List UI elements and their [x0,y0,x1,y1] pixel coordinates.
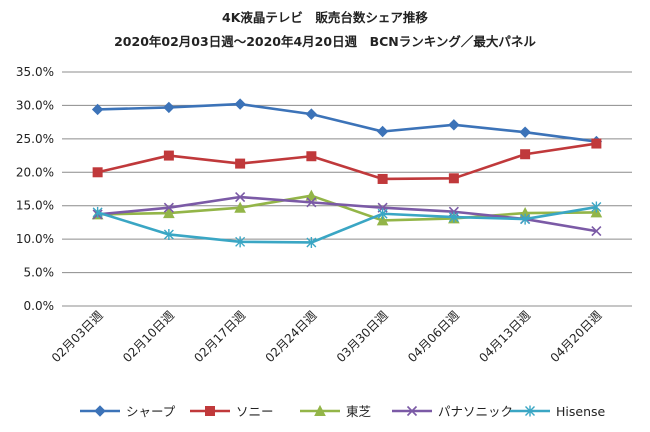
data-point [376,125,389,138]
y-tick-label: 0.0% [24,299,55,313]
data-point [377,173,388,184]
y-axis: 0.0% 5.0% 10.0% 15.0% 20.0% 25.0% 30.0% 35.0% [16,65,54,313]
data-point [92,206,103,218]
legend-label: シャープ [126,404,176,419]
x-tick-label: 04月20日週 [548,308,605,365]
x-tick-label: 02月10日週 [120,308,177,365]
x-tick-label: 02月24日週 [263,308,320,365]
data-point [235,191,246,203]
legend-label: Hisense [556,404,606,419]
y-tick-label: 30.0% [16,98,54,112]
data-point [234,201,246,213]
data-point [448,173,459,184]
data-point [163,150,174,161]
legend-item: 東芝 [300,404,372,419]
data-point [163,202,174,213]
x-tick-label: 02月17日週 [191,308,248,365]
data-point [235,236,246,248]
data-point [448,211,459,223]
legend-item: パナソニック [392,404,513,419]
series-line [97,142,597,181]
data-point [91,103,104,116]
data-point [306,236,317,248]
gridlines [62,71,632,307]
chart-title: 4K液晶テレビ 販売台数シェア推移 [222,10,428,25]
legend-item: ソニー [190,404,274,419]
data-point [519,126,531,138]
data-point [163,206,175,219]
y-tick-label: 35.0% [16,65,54,79]
data-point [591,226,602,237]
legend-item: Hisense [510,404,606,419]
data-point [520,149,531,160]
data-point [92,167,103,178]
data-point [163,228,174,240]
data-point [376,214,389,226]
y-tick-label: 25.0% [16,132,54,146]
y-tick-label: 5.0% [24,266,55,280]
legend-item: シャープ [80,404,176,419]
data-point [448,119,460,131]
data-point [306,151,317,162]
legend-marker [525,405,535,417]
legend-marker [94,405,106,417]
y-tick-label: 15.0% [16,199,54,213]
legend-label: 東芝 [346,404,372,419]
data-point [520,213,531,225]
legend-label: パナソニック [438,404,513,419]
series-ソニー [92,138,602,184]
data-point [234,98,246,110]
data-point [305,108,318,120]
x-tick-label: 04月13日週 [476,308,533,365]
x-tick-label: 03月30日週 [334,308,391,365]
data-point [377,208,388,220]
data-point [306,197,317,208]
data-point [235,158,246,169]
series-Hisense [92,201,602,248]
data-point [591,201,602,213]
chart-subtitle: 2020年02月03日週～2020年4月20日週 BCNランキング／最大パネル [114,34,536,49]
legend-marker [314,404,326,416]
y-tick-label: 10.0% [16,232,54,246]
data-point [591,138,602,149]
x-tick-label: 02月03日週 [49,308,106,365]
series-group [91,98,603,248]
data-point [163,101,175,114]
series-line [97,205,597,244]
data-point [305,189,318,201]
y-tick-label: 20.0% [16,165,54,179]
x-axis: 02月03日週 02月10日週 02月17日週 02月24日週 03月30日週 04月06… [49,308,605,365]
legend-marker [406,405,418,417]
series-line [97,194,597,222]
series-line [97,102,597,143]
series-シャープ [91,98,603,148]
legend-marker [205,406,215,416]
legend-label: ソニー [236,404,274,419]
legend: シャープ ソニー 東芝 パナソニック Hisense [80,404,606,419]
x-tick-label: 04月06日週 [405,308,462,365]
